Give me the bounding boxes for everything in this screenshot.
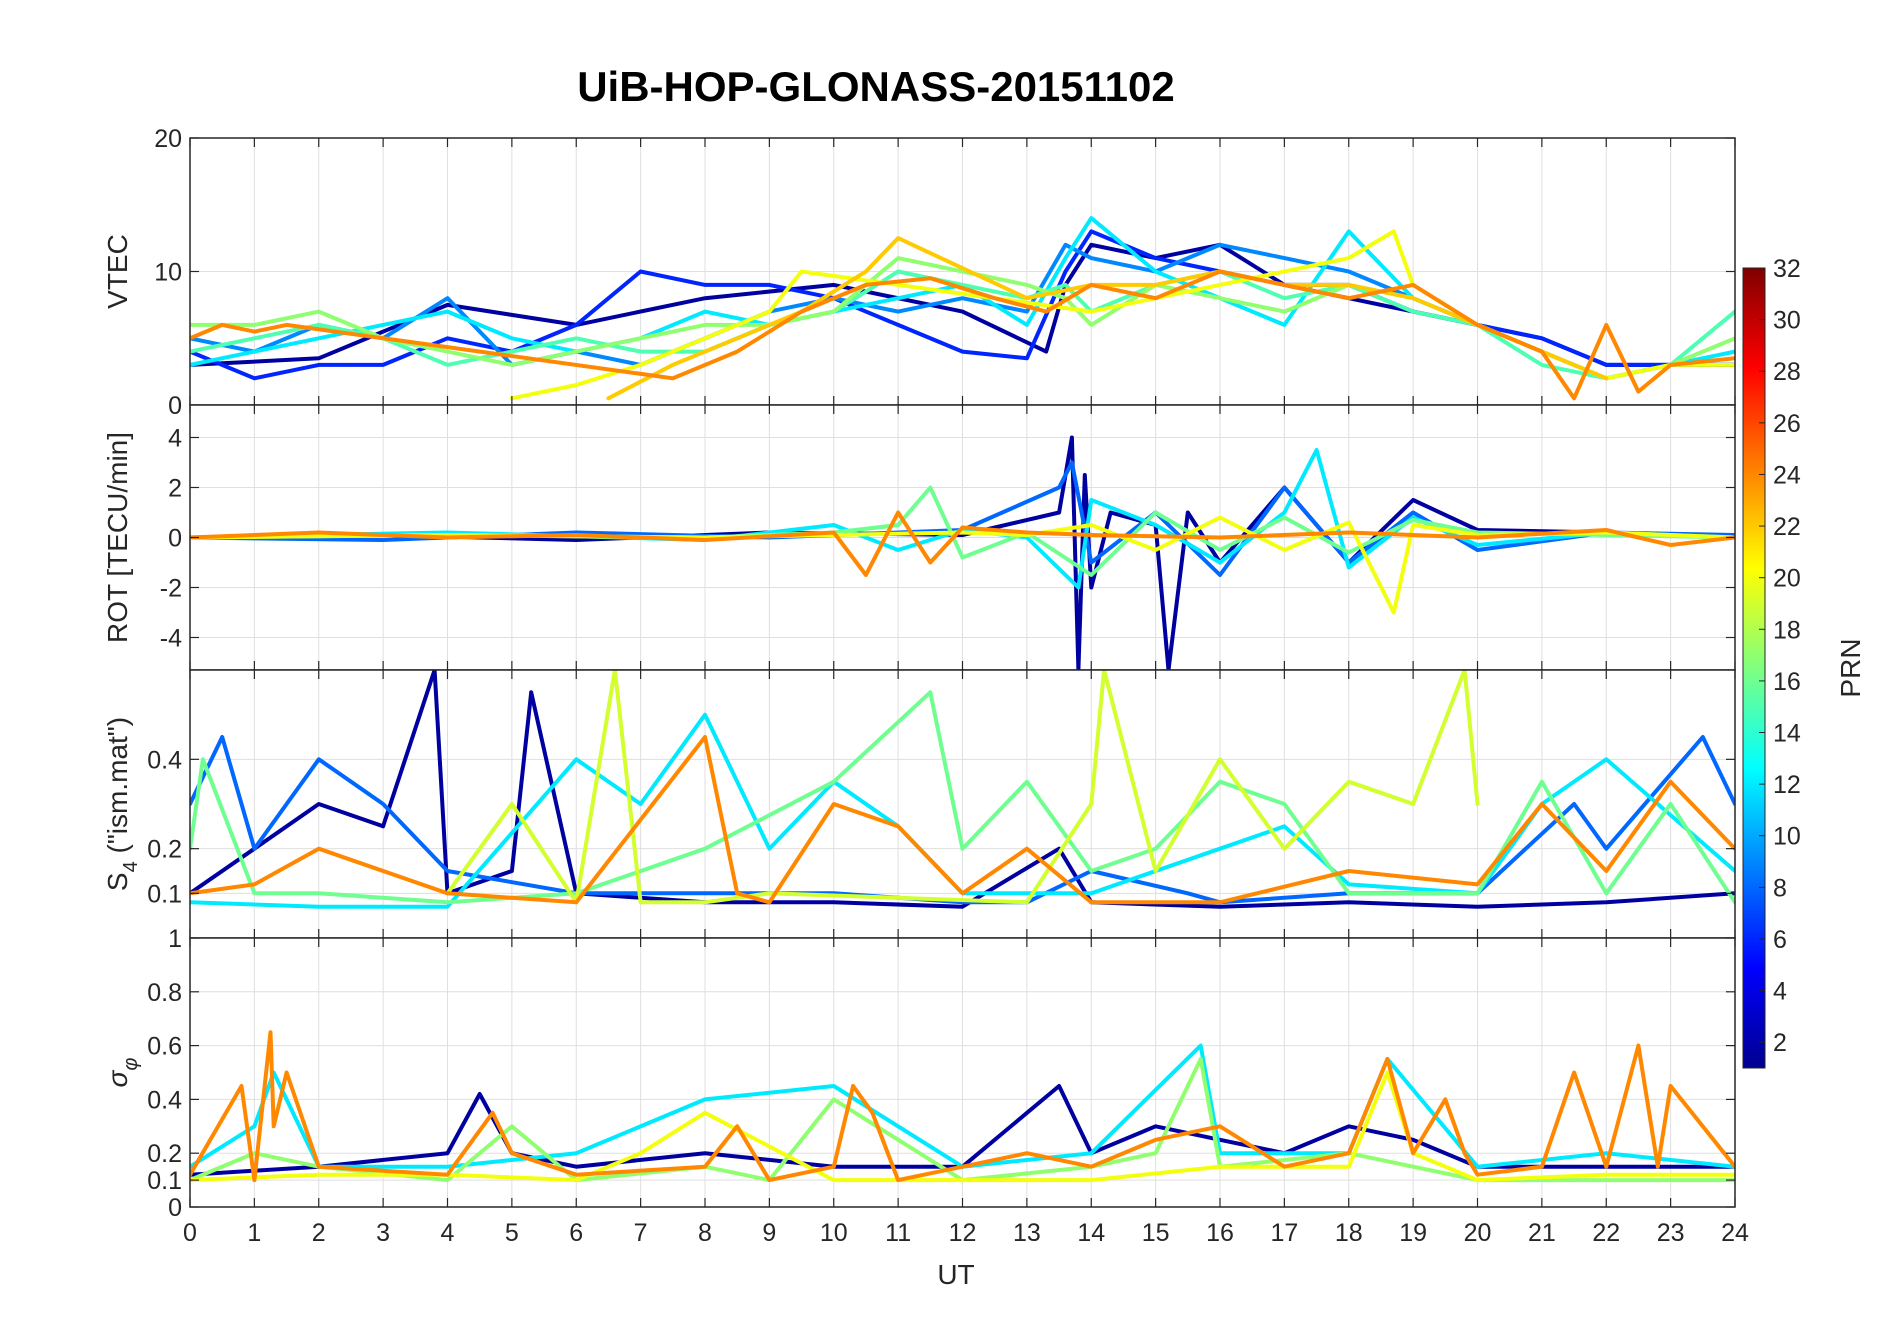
y-tick-label: 0: [168, 1194, 182, 1222]
y-tick-label: 0: [168, 525, 182, 553]
x-tick-label: 1: [247, 1219, 261, 1247]
series-prn-24-line: [190, 1030, 1735, 1183]
x-tick-label: 3: [376, 1219, 390, 1247]
colorbar-tick-label: 16: [1773, 668, 1801, 696]
x-tick-label: 22: [1592, 1219, 1620, 1247]
series-prn-19-line: [445, 670, 1480, 905]
series-prn-20-line: [190, 1070, 1735, 1183]
series-prn-2-line: [190, 1084, 1735, 1177]
x-tick-label: 16: [1206, 1219, 1234, 1247]
x-tick-label: 9: [762, 1219, 776, 1247]
x-tick-label: 5: [505, 1219, 519, 1247]
x-tick-labels: 0 1 2 3 4 5 6 7 8 9 10 11 12 13 14 15 16 17 18 19 20 21 22 23 24: [183, 1219, 1749, 1247]
x-tick-label: 6: [569, 1219, 583, 1247]
colorbar-tick-label: 6: [1773, 926, 1787, 954]
x-tick-label: 24: [1721, 1219, 1749, 1247]
x-tick-label: 4: [441, 1219, 455, 1247]
series-group: [190, 1030, 1735, 1183]
x-tick-label: 2: [312, 1219, 326, 1247]
colorbar-tick-label: 14: [1773, 720, 1801, 748]
y-tick-label: 0.1: [147, 1167, 182, 1195]
x-tick-label: 19: [1399, 1219, 1427, 1247]
series-group: [190, 670, 1735, 909]
series-prn-22-line: [606, 236, 1609, 401]
x-tick-label: 11: [885, 1219, 911, 1247]
colorbar-tick-label: 24: [1773, 461, 1801, 489]
panel-sigma: 00.10.2 0.4 0.6 0.8 1 σφ: [102, 925, 1736, 1222]
y-tick-label: 0.4: [147, 1086, 182, 1114]
x-tick-label: 17: [1270, 1219, 1298, 1247]
colorbar-tick-label: 2: [1773, 1029, 1787, 1057]
y-tick-label: 0.2: [147, 836, 182, 864]
y-axis-label-sigma: σφ: [102, 1058, 142, 1088]
y-tick-label: 4: [168, 425, 182, 453]
x-tick-label: 7: [634, 1219, 648, 1247]
colorbar-tick-label: 20: [1773, 565, 1801, 593]
series-prn-24-line: [190, 269, 1735, 401]
colorbar-tick-label: 12: [1773, 771, 1801, 799]
x-tick-label: 23: [1657, 1219, 1685, 1247]
colorbar-strip: [1742, 267, 1766, 1069]
colorbar-label: PRN: [1835, 638, 1866, 697]
y-tick-label: 0.8: [147, 979, 182, 1007]
series-group: [190, 435, 1735, 670]
y-tick-label: 20: [154, 125, 182, 153]
y-axis-label-vtec: VTEC: [102, 234, 133, 309]
colorbar-tick-label: 4: [1773, 978, 1787, 1006]
y-tick-label: 2: [168, 475, 182, 503]
panel-vtec: 0 10 20 VTEC: [102, 125, 1736, 420]
series-prn-15-line: [190, 269, 1735, 381]
y-tick-label: 0.1: [147, 880, 182, 908]
colorbar-tick-label: 32: [1773, 255, 1801, 283]
x-axis-label: UT: [937, 1259, 974, 1290]
colorbar-tick-label: 10: [1773, 823, 1801, 851]
y-tick-label: 0.2: [147, 1140, 182, 1168]
y-tick-label: -4: [160, 625, 182, 653]
x-tick-label: 14: [1077, 1219, 1105, 1247]
x-tick-label: 8: [698, 1219, 712, 1247]
x-tick-label: 13: [1013, 1219, 1041, 1247]
colorbar-tick-label: 26: [1773, 410, 1801, 438]
series-prn-17-line: [190, 1057, 1735, 1183]
y-axis-label-rot: ROT [TECU/min]: [102, 432, 133, 643]
series-prn-16-line: [190, 690, 1735, 905]
series-group: [190, 216, 1735, 401]
y-axis-label-s4: S4 ("ism.mat"): [102, 717, 142, 891]
x-tick-label: 18: [1335, 1219, 1363, 1247]
y-tick-label: 0: [168, 392, 182, 420]
y-tick-label: 10: [154, 259, 182, 287]
x-tick-label: 0: [183, 1219, 197, 1247]
x-tick-label: 10: [820, 1219, 848, 1247]
colorbar-tick-label: 28: [1773, 358, 1801, 386]
y-tick-label: 0.4: [147, 746, 182, 774]
panel-s4: 0.1 0.2 0.4S4 ("ism.mat"): [102, 669, 1736, 939]
y-tick-label: -2: [160, 575, 182, 603]
x-tick-label: 15: [1142, 1219, 1170, 1247]
colorbar-tick-label: 18: [1773, 616, 1801, 644]
x-tick-label: 12: [949, 1219, 977, 1247]
panel-rot: -4 -2 0 2 4 ROT [TECU/min]: [102, 404, 1736, 671]
series-prn-24-line: [190, 510, 1735, 577]
x-tick-label: 20: [1464, 1219, 1492, 1247]
x-tick-label: 21: [1528, 1219, 1556, 1247]
colorbar-tick-label: 30: [1773, 307, 1801, 335]
chart-title: UiB-HOP-GLONASS-20151102: [577, 63, 1175, 110]
y-tick-label: 1: [168, 925, 182, 953]
y-tick-label: 0.6: [147, 1033, 182, 1061]
colorbar-tick-label: 22: [1773, 513, 1801, 541]
colorbar-tick-label: 8: [1773, 874, 1787, 902]
series-prn-24-line: [190, 735, 1735, 905]
